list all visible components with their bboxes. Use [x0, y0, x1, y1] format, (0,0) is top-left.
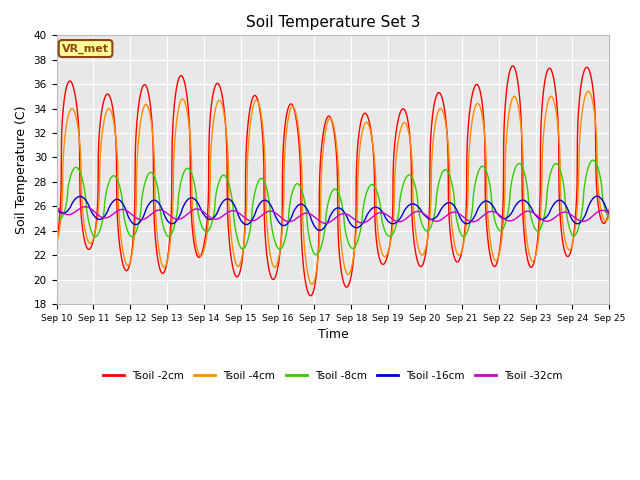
Legend: Tsoil -2cm, Tsoil -4cm, Tsoil -8cm, Tsoil -16cm, Tsoil -32cm: Tsoil -2cm, Tsoil -4cm, Tsoil -8cm, Tsoi…	[99, 366, 567, 384]
Tsoil -8cm	[535, 228, 543, 233]
Tsoil -16cm	[289, 212, 296, 217]
Tsoil -32cm	[116, 207, 124, 213]
Title: Soil Temperature Set 3: Soil Temperature Set 3	[246, 15, 420, 30]
Line: Tsoil -4cm: Tsoil -4cm	[56, 91, 609, 284]
Tsoil -8cm	[589, 157, 596, 163]
Tsoil -2cm	[605, 206, 613, 212]
Tsoil -2cm	[265, 264, 273, 270]
Tsoil -32cm	[81, 204, 89, 210]
Tsoil -2cm	[52, 239, 60, 245]
Tsoil -32cm	[148, 210, 156, 216]
Tsoil -4cm	[289, 104, 296, 109]
Tsoil -8cm	[148, 170, 156, 176]
Tsoil -32cm	[536, 215, 543, 220]
Tsoil -4cm	[265, 239, 273, 245]
Tsoil -4cm	[308, 281, 316, 287]
Tsoil -16cm	[316, 228, 324, 233]
Tsoil -16cm	[595, 194, 603, 200]
Tsoil -2cm	[509, 63, 516, 69]
Tsoil -2cm	[595, 206, 603, 212]
Tsoil -8cm	[52, 215, 60, 220]
Tsoil -16cm	[148, 198, 156, 204]
Tsoil -8cm	[605, 215, 613, 220]
Tsoil -4cm	[584, 88, 592, 94]
Tsoil -4cm	[148, 129, 156, 134]
Tsoil -4cm	[595, 192, 603, 197]
Tsoil -32cm	[265, 208, 273, 214]
Tsoil -16cm	[535, 216, 543, 221]
Tsoil -8cm	[289, 189, 296, 194]
Tsoil -2cm	[148, 126, 156, 132]
Tsoil -8cm	[595, 168, 603, 174]
Y-axis label: Soil Temperature (C): Soil Temperature (C)	[15, 106, 28, 234]
Tsoil -8cm	[116, 183, 124, 189]
Tsoil -4cm	[116, 220, 124, 226]
Text: VR_met: VR_met	[62, 43, 109, 54]
Tsoil -4cm	[535, 231, 543, 237]
Line: Tsoil -8cm: Tsoil -8cm	[56, 160, 609, 255]
Tsoil -32cm	[322, 220, 330, 226]
Tsoil -8cm	[312, 252, 320, 258]
Tsoil -16cm	[265, 199, 273, 205]
Line: Tsoil -32cm: Tsoil -32cm	[56, 207, 609, 223]
Tsoil -16cm	[116, 197, 124, 203]
Tsoil -2cm	[116, 241, 124, 247]
Tsoil -32cm	[595, 208, 603, 214]
Tsoil -2cm	[289, 102, 296, 108]
Tsoil -2cm	[307, 293, 314, 299]
Tsoil -2cm	[536, 215, 543, 221]
Tsoil -16cm	[52, 206, 60, 212]
X-axis label: Time: Time	[317, 328, 348, 341]
Line: Tsoil -2cm: Tsoil -2cm	[56, 66, 609, 296]
Line: Tsoil -16cm: Tsoil -16cm	[56, 196, 609, 230]
Tsoil -32cm	[289, 218, 296, 224]
Tsoil -4cm	[605, 211, 613, 217]
Tsoil -8cm	[265, 194, 273, 200]
Tsoil -32cm	[605, 210, 613, 216]
Tsoil -4cm	[52, 241, 60, 247]
Tsoil -16cm	[593, 193, 601, 199]
Tsoil -32cm	[52, 204, 60, 210]
Tsoil -16cm	[605, 211, 613, 217]
